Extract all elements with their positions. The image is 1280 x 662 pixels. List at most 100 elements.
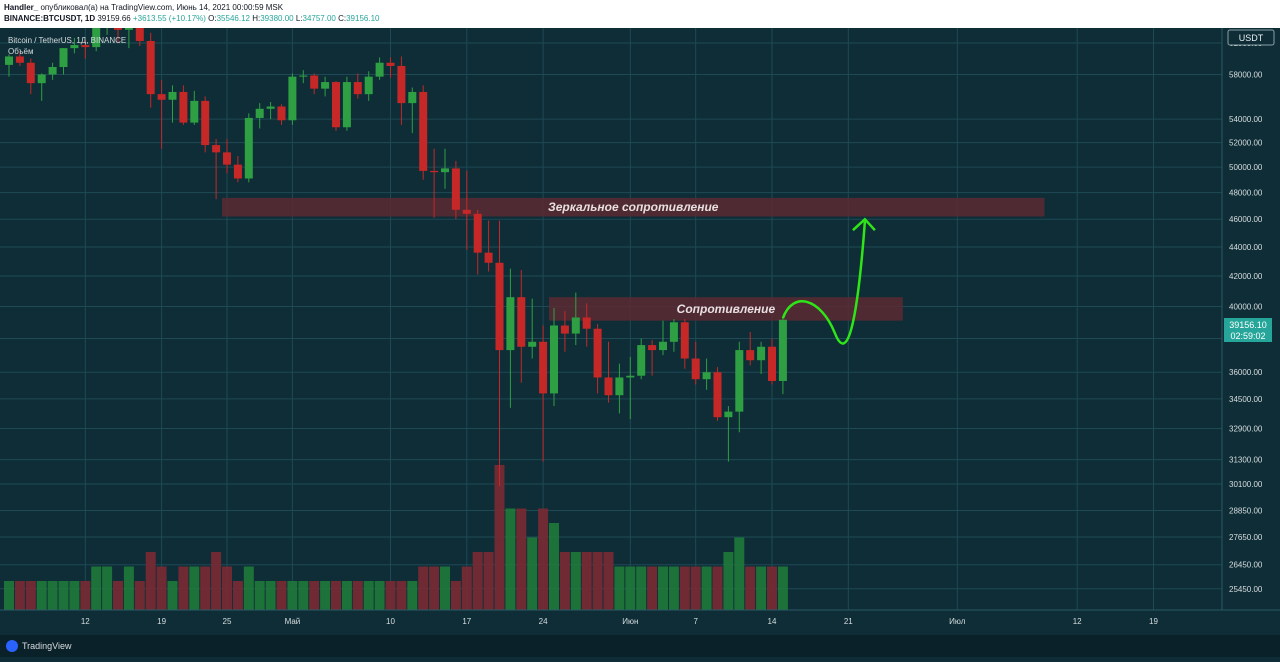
price-tick-label: 28850.00 <box>1229 506 1263 515</box>
volume-bar <box>527 537 538 610</box>
candle-body <box>190 100 199 123</box>
volume-bar <box>625 566 636 610</box>
legend-volume: Объём <box>8 47 34 56</box>
candle-body <box>713 372 722 418</box>
footer-brand[interactable]: TradingView <box>22 641 72 651</box>
candle-body <box>495 262 504 351</box>
time-tick-label: 19 <box>1149 617 1158 626</box>
volume-bar <box>80 581 91 610</box>
candle-body <box>778 319 787 381</box>
time-tick-label: Июн <box>622 617 638 626</box>
candle-body <box>517 297 526 347</box>
volume-bar <box>47 581 58 610</box>
volume-bar <box>113 581 123 610</box>
candle-body <box>364 76 373 95</box>
volume-bar <box>734 537 745 610</box>
price-tick-label: 32900.00 <box>1229 424 1263 433</box>
header-price: 39159.66 <box>97 14 131 23</box>
last-price-badge <box>1224 318 1272 342</box>
candle-body <box>26 62 35 84</box>
volume-bar <box>69 581 80 610</box>
volume-bar <box>647 566 658 610</box>
price-tick-label: 42000.00 <box>1229 272 1263 281</box>
candle-body <box>691 358 700 380</box>
volume-bar <box>429 566 440 610</box>
candle-body <box>735 350 744 412</box>
currency-label: USDT <box>1239 33 1264 43</box>
volume-bar <box>178 566 189 610</box>
candle-body <box>550 325 558 394</box>
forecast-arrowhead <box>852 217 876 232</box>
candle-body <box>582 317 591 329</box>
candle-body <box>441 168 449 173</box>
candle-body <box>114 20 122 30</box>
volume-bar <box>658 566 668 610</box>
zone-rect <box>549 297 903 321</box>
author-name[interactable]: Handler_ <box>4 3 39 12</box>
time-tick-label: Июл <box>949 617 966 626</box>
price-axis[interactable]: 61000.0058000.0054000.0052000.0050000.00… <box>1229 39 1263 594</box>
price-tick-label: 27650.00 <box>1229 533 1263 542</box>
volume-bar <box>440 566 450 610</box>
candle-body <box>233 164 242 179</box>
volume-bar <box>559 552 570 610</box>
volume-bar <box>102 566 113 610</box>
candle-body <box>615 377 624 396</box>
candle-body <box>408 91 417 104</box>
volume-bar <box>363 581 374 610</box>
volume-bar <box>570 552 581 610</box>
ohlc-row: BINANCE:BTCUSDT, 1D 39159.66 +3613.55 (+… <box>4 13 1276 24</box>
time-axis[interactable]: 12 19 25 Май 10 17 24 Июн 7 14 21 Июл 12 19 <box>81 617 1159 626</box>
volume-bar <box>494 465 505 610</box>
price-tick-label: 52000.00 <box>1229 139 1263 148</box>
symbol-label: BINANCE:BTCUSDT, 1D <box>4 14 96 23</box>
header-change: +3613.55 (+10.17%) <box>132 14 206 23</box>
price-tick-label: 44000.00 <box>1229 243 1263 252</box>
candle-body <box>266 106 275 109</box>
currency-label-box[interactable] <box>1227 29 1275 46</box>
volume-bar <box>407 581 418 610</box>
candle-body <box>48 66 57 75</box>
volume-bar <box>712 566 723 610</box>
price-tick-label: 34500.00 <box>1229 395 1263 404</box>
tradingview-logo-icon <box>6 640 18 652</box>
candle-body <box>299 75 308 77</box>
volume-bar <box>298 581 309 610</box>
time-tick-label: 25 <box>223 617 232 626</box>
candle-body <box>5 56 13 65</box>
price-tick-label: 36000.00 <box>1229 368 1263 377</box>
candle-body <box>332 82 340 128</box>
candle-body <box>637 345 646 376</box>
volume-bar <box>516 508 527 610</box>
candle-body <box>484 252 493 263</box>
candle-body <box>473 213 482 253</box>
volume-bar <box>745 566 756 610</box>
low-value: 34757.00 <box>302 14 336 23</box>
candle-body <box>15 56 24 63</box>
h-label: H: <box>252 14 261 23</box>
candle-body <box>375 62 384 77</box>
legend-title: Bitcoin / TetherUS, 1Д, BINANCE <box>8 36 126 45</box>
price-tick-label: 30100.00 <box>1229 480 1263 489</box>
candle-body <box>244 117 253 179</box>
volume-bar <box>690 566 701 610</box>
candle-body <box>321 82 330 89</box>
candle-body <box>310 75 319 89</box>
volume-bar <box>36 581 47 610</box>
candle-body <box>571 317 580 334</box>
price-tick-label: 40000.00 <box>1229 302 1263 311</box>
volume-bar <box>450 581 461 610</box>
candle-body <box>430 170 439 173</box>
volume-bar <box>549 523 559 610</box>
volume-bar <box>25 581 36 610</box>
volume-bar <box>91 566 102 610</box>
volume-bar <box>352 581 363 610</box>
volume-bar <box>14 581 25 610</box>
publish-header: Handler_ опубликовал(а) на TradingView.c… <box>0 0 1280 28</box>
volume-bar <box>232 581 243 610</box>
volume-bar <box>287 581 298 610</box>
volume-bar <box>592 552 603 610</box>
countdown-label: 02:59:02 <box>1230 331 1265 341</box>
